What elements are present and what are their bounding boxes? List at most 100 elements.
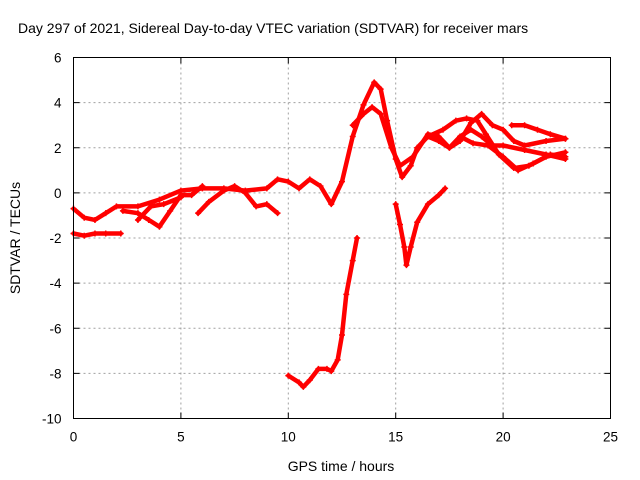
data-point [119,207,126,214]
data-point [543,137,550,144]
data-point [354,235,361,241]
data-point [489,122,496,129]
y-tick-label: 6 [54,51,62,66]
data-point [424,133,431,140]
data-point [296,185,303,192]
data-point [167,207,174,214]
data-point [220,187,227,194]
series-track-5 [509,122,568,141]
data-point [442,185,449,192]
data-point [485,142,492,149]
y-tick-label: -8 [49,366,61,381]
data-point [457,133,464,140]
data-point [360,110,367,117]
data-point [91,230,98,237]
data-point [81,232,88,239]
data-point [478,110,485,117]
data-point [102,210,109,217]
data-point [285,178,292,185]
data-point [334,356,341,363]
data-point [147,203,154,210]
data-point [547,151,554,158]
series-layer [70,79,569,390]
data-point [177,194,184,201]
data-point [296,379,303,386]
data-point [300,383,307,390]
data-point [242,189,249,196]
data-point [349,133,356,140]
y-tick-label: -2 [49,231,61,246]
data-point [521,122,528,129]
x-tick-label: 20 [496,430,511,445]
data-point [306,377,313,384]
series-track-11 [393,186,448,268]
grid [73,57,611,419]
data-point [424,201,431,208]
y-tick-label: 0 [54,186,62,201]
data-point [521,142,528,149]
data-point [195,210,202,217]
data-point [446,144,453,151]
data-point [91,216,98,223]
data-point [328,201,335,208]
data-point [160,201,167,208]
data-point [156,223,163,230]
data-point [339,332,345,339]
data-point [414,219,421,226]
axis-ticks: 0 5 10 15 20 25 -10 -8 -6 -4 -2 0 2 4 6 [42,51,618,445]
data-point [401,244,408,251]
chart-title: Day 297 of 2021, Sidereal Day-to-day VTE… [18,20,528,36]
data-point [377,110,384,117]
data-point [399,174,406,181]
data-point [113,203,120,210]
data-point [360,101,367,108]
series-track-10 [286,235,360,390]
data-point [407,244,414,251]
data-point [134,203,141,210]
data-point [156,196,163,203]
y-tick-label: 2 [54,141,62,156]
y-tick-label: -4 [49,276,61,291]
series-track-9 [135,195,184,223]
y-tick-label: -10 [42,412,62,427]
data-point [407,162,414,169]
data-point [369,104,376,111]
data-point [530,160,537,167]
x-tick-label: 15 [388,430,403,445]
data-point [500,142,507,149]
data-point [315,365,322,372]
y-tick-label: 4 [54,96,62,111]
data-point [508,122,515,129]
data-point [470,140,477,147]
y-axis-label: SDTVAR / TECUs [7,182,23,294]
x-axis-label: GPS time / hours [288,458,395,474]
data-point [328,368,335,375]
data-point [263,185,270,192]
y-tick-label: -6 [49,321,61,336]
data-point [562,135,569,142]
x-tick-label: 5 [177,430,185,445]
data-point [396,221,403,228]
data-point [145,216,152,223]
data-point [515,167,522,174]
x-tick-label: 10 [281,430,296,445]
data-point [205,198,212,205]
data-point [377,86,384,93]
data-point [253,203,260,210]
data-point [349,257,356,264]
data-point [403,262,410,269]
data-point [134,210,141,217]
data-point [562,153,569,160]
data-point [463,115,470,122]
data-point [339,178,345,185]
data-point [510,137,517,144]
x-tick-label: 25 [603,430,618,445]
data-point [435,133,442,140]
data-point [343,291,350,298]
data-point [274,176,281,183]
data-point [285,372,292,379]
data-point [199,183,206,190]
data-point [439,126,446,133]
data-point [81,214,88,221]
